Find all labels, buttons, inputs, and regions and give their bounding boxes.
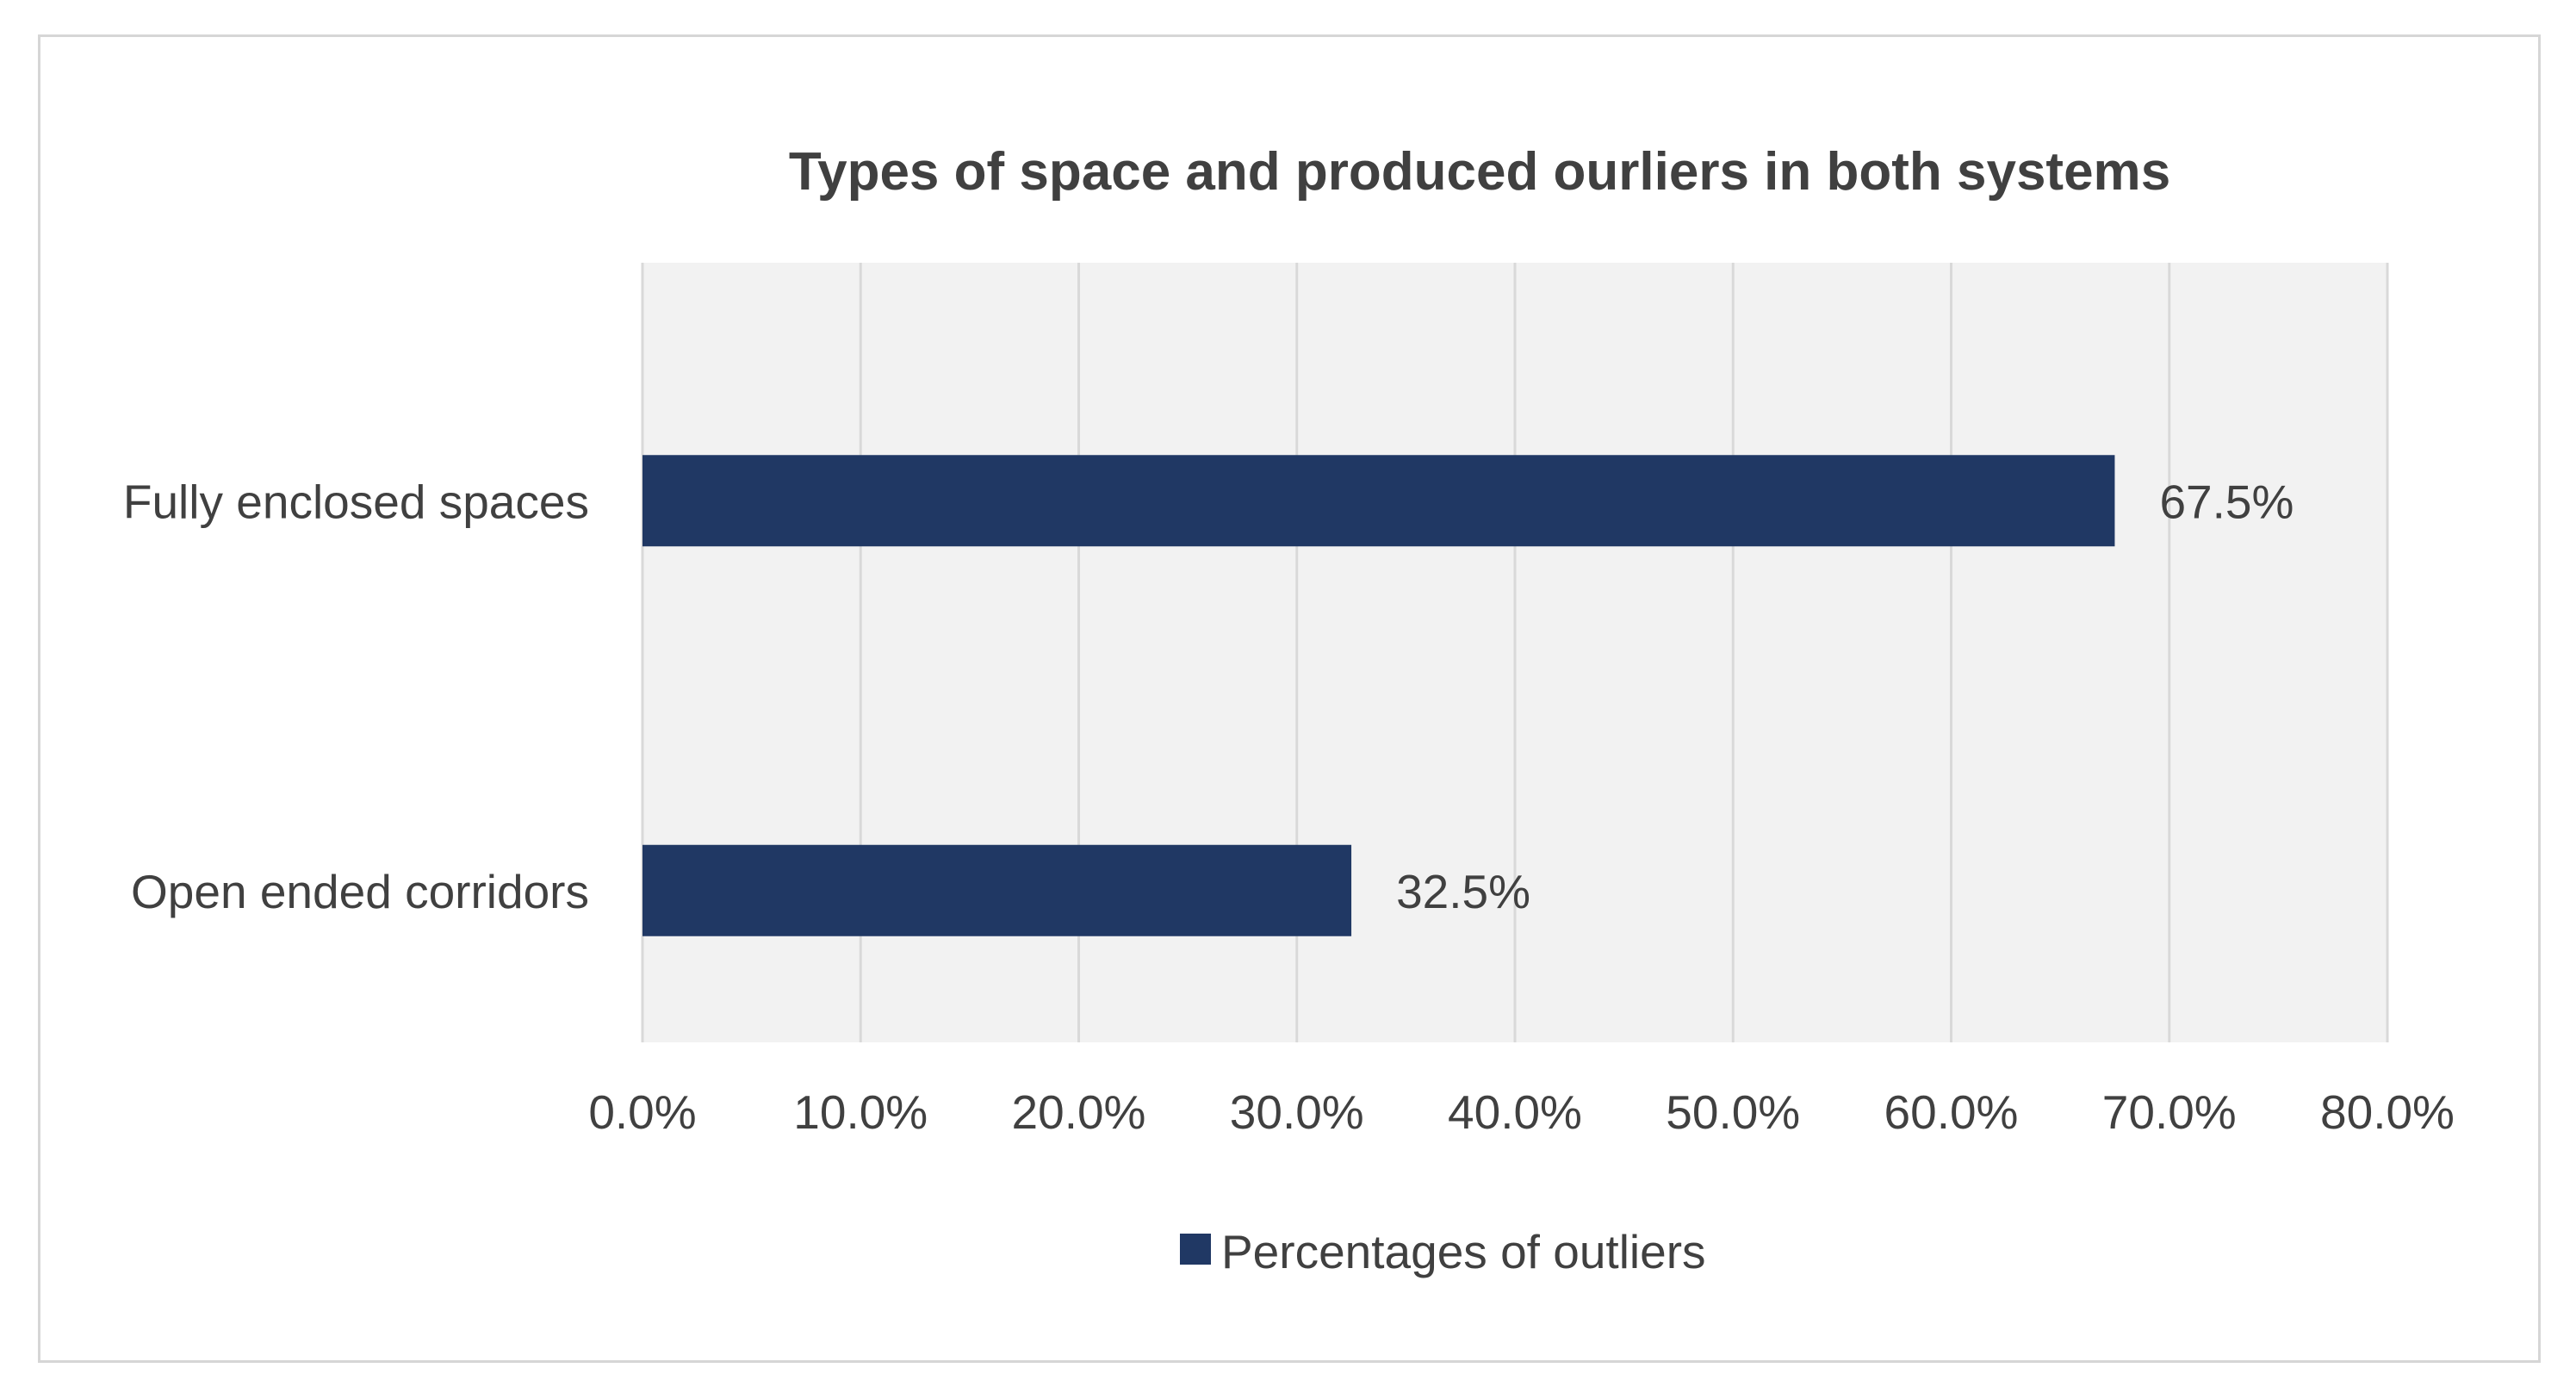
x-tick-label: 70.0% — [2102, 1085, 2237, 1139]
legend: Percentages of outliers — [1180, 1225, 1706, 1278]
bars — [642, 455, 2115, 936]
category-label: Fully enclosed spaces — [123, 475, 589, 528]
legend-swatch — [1180, 1234, 1211, 1265]
x-tick-label: 30.0% — [1230, 1085, 1364, 1139]
category-label: Open ended corridors — [131, 865, 589, 918]
category-labels: Fully enclosed spaces Open ended corridor… — [123, 475, 589, 918]
data-label: 67.5% — [2159, 475, 2294, 528]
x-tick-label: 20.0% — [1012, 1085, 1146, 1139]
x-tick-label: 0.0% — [588, 1085, 696, 1139]
x-tick-label: 60.0% — [1884, 1085, 2019, 1139]
data-labels: 67.5% 32.5% — [1396, 475, 2294, 918]
x-tick-label: 40.0% — [1448, 1085, 1582, 1139]
bar — [642, 455, 2115, 547]
x-tick-label: 80.0% — [2320, 1085, 2455, 1139]
x-tick-label: 10.0% — [793, 1085, 928, 1139]
bar — [642, 844, 1352, 936]
x-axis-ticks: 0.0% 10.0% 20.0% 30.0% 40.0% 50.0% 60.0% 70.0% 8… — [588, 1085, 2455, 1139]
legend-label: Percentages of outliers — [1221, 1225, 1706, 1278]
x-tick-label: 50.0% — [1666, 1085, 1800, 1139]
chart-title: Types of space and produced ourliers in … — [789, 142, 2170, 202]
data-label: 32.5% — [1396, 865, 1530, 918]
